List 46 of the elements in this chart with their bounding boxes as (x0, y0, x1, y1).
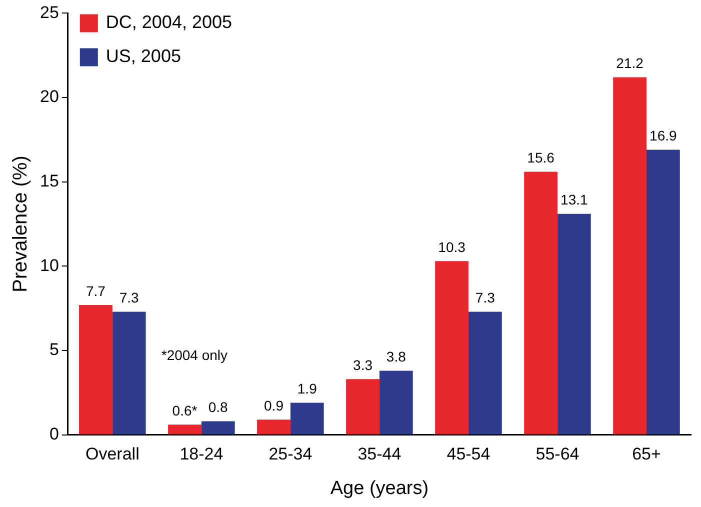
x-tick-label: 35-44 (358, 444, 402, 464)
bar (168, 424, 202, 434)
bar (201, 421, 235, 434)
legend-label: US, 2005 (106, 46, 181, 66)
x-tick-label: 55-64 (536, 444, 580, 464)
x-axis-title: Age (years) (330, 478, 429, 499)
bar (524, 172, 558, 434)
data-label: 3.8 (386, 348, 406, 365)
data-label: 10.3 (438, 238, 466, 255)
bar (468, 312, 502, 434)
bar (646, 150, 680, 434)
data-label: 16.9 (650, 128, 678, 144)
y-axis-title: Prevalence (%) (10, 156, 32, 292)
y-tick-label: 15 (40, 172, 59, 191)
x-tick-label: 18-24 (180, 444, 224, 464)
y-tick-label: 5 (49, 340, 59, 360)
data-label: 3.3 (353, 357, 373, 374)
bar (257, 420, 290, 434)
data-label: 7.7 (86, 282, 106, 299)
data-label: 0.6* (172, 402, 198, 419)
bar (613, 77, 646, 434)
data-label: 0.8 (208, 399, 228, 416)
bar (290, 402, 324, 434)
y-tick-label: 0 (49, 424, 59, 444)
x-tick-label: 45-54 (446, 444, 490, 464)
y-tick-label: 10 (40, 256, 59, 275)
bar (346, 379, 380, 434)
data-label: 1.9 (297, 380, 318, 397)
y-tick-label: 25 (40, 2, 59, 22)
data-label: 13.1 (560, 192, 588, 208)
data-label: 15.6 (527, 150, 555, 166)
bar (557, 214, 591, 434)
data-label: 7.3 (119, 290, 140, 306)
y-tick-label: 20 (40, 87, 59, 106)
bar (112, 312, 146, 434)
x-tick-label: 25-34 (268, 444, 312, 464)
x-tick-label: Overall (85, 444, 140, 464)
bar (79, 304, 112, 434)
data-label: 21.2 (616, 55, 644, 72)
x-tick-label: 65+ (632, 444, 661, 464)
legend-label: DC, 2004, 2005 (106, 12, 232, 32)
data-label: 7.3 (475, 290, 496, 306)
annotation: *2004 only (161, 346, 228, 363)
data-label: 0.9 (264, 397, 284, 414)
bar (435, 261, 468, 434)
bar (379, 370, 413, 434)
